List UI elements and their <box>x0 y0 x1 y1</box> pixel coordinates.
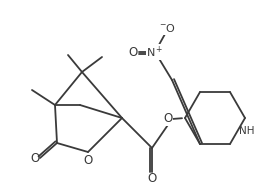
Text: N$^+$: N$^+$ <box>146 44 164 60</box>
Text: O: O <box>147 172 157 185</box>
Text: O: O <box>83 153 93 166</box>
Text: O: O <box>163 113 173 126</box>
Text: NH: NH <box>239 126 254 136</box>
Text: O: O <box>30 152 40 165</box>
Text: O: O <box>128 46 138 59</box>
Text: $^{-}$O: $^{-}$O <box>160 22 176 34</box>
